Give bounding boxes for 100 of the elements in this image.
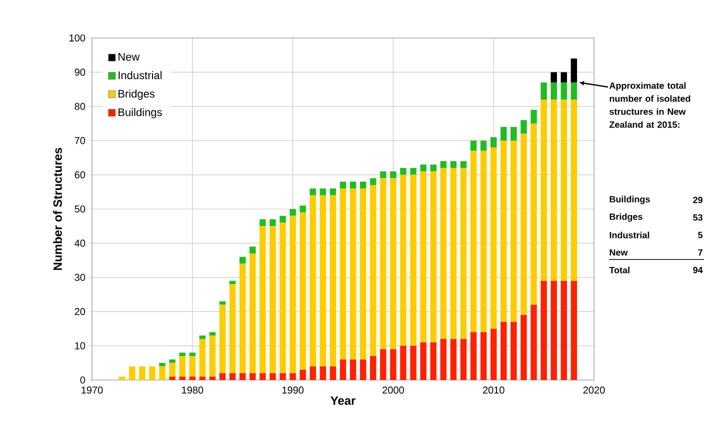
bar — [500, 322, 507, 380]
bar — [260, 219, 266, 226]
bar — [500, 126, 507, 141]
bar — [470, 332, 477, 380]
bar — [560, 100, 567, 281]
bar — [550, 280, 557, 380]
text: Buildings — [610, 196, 650, 204]
text: Total — [609, 266, 630, 274]
text: 5 — [698, 232, 703, 238]
bar — [270, 219, 276, 226]
bar — [400, 174, 406, 346]
bar — [280, 373, 286, 380]
bar — [450, 168, 457, 339]
bar — [350, 182, 356, 188]
bar — [219, 373, 226, 380]
bar — [169, 362, 176, 377]
bar — [570, 58, 578, 82]
bar — [350, 359, 356, 380]
bar — [159, 362, 166, 366]
bar — [530, 304, 537, 380]
bar — [450, 338, 457, 380]
y-tick-label: 30 — [74, 274, 86, 281]
bar — [390, 171, 396, 178]
bar — [300, 206, 306, 212]
bar — [440, 168, 447, 339]
bar — [360, 182, 366, 188]
bar — [260, 226, 266, 374]
bar — [370, 178, 376, 186]
y-tick-label: 40 — [74, 240, 86, 247]
bar — [540, 280, 547, 380]
bar — [179, 352, 186, 356]
bar — [179, 356, 186, 377]
y-tick-label: 50 — [74, 205, 86, 213]
bar — [480, 150, 487, 332]
bar — [490, 147, 497, 329]
bar — [550, 72, 557, 82]
text: Approximate total number of isolated structures in New Zealand at 2015: — [609, 82, 690, 128]
y-tick-label: 100 — [70, 34, 86, 42]
bar — [540, 100, 547, 281]
bar — [179, 376, 186, 380]
y-tick-label: 70 — [74, 137, 86, 144]
bar — [250, 253, 256, 374]
bar — [490, 137, 497, 148]
bar — [290, 216, 296, 374]
bar — [159, 366, 166, 380]
x-axis-title: Year — [330, 396, 356, 405]
bar — [129, 366, 136, 380]
bar — [460, 161, 467, 168]
bar — [500, 140, 507, 322]
bar — [229, 284, 236, 374]
bar — [250, 246, 256, 254]
bar — [360, 188, 366, 360]
bar — [440, 338, 447, 380]
bar — [430, 342, 436, 380]
text: Bridges — [610, 213, 642, 222]
bar — [520, 120, 527, 134]
bar — [410, 174, 416, 346]
bar — [560, 82, 567, 100]
bar — [250, 373, 256, 380]
bar — [310, 188, 316, 196]
bar — [510, 126, 517, 141]
bar — [420, 342, 426, 380]
text: New — [610, 249, 628, 256]
bar — [320, 366, 326, 380]
bar — [530, 110, 537, 124]
bar — [280, 216, 286, 223]
bar — [460, 338, 467, 380]
bar — [570, 100, 578, 281]
bar — [560, 280, 567, 380]
bar — [370, 356, 376, 380]
bar — [470, 140, 477, 151]
bar — [280, 222, 286, 374]
bar — [390, 178, 396, 350]
bar — [460, 168, 467, 339]
bar — [570, 280, 578, 380]
bar — [530, 123, 537, 305]
bar — [219, 304, 226, 374]
bar — [430, 171, 436, 342]
x-tick-label: 1990 — [282, 386, 304, 394]
text: 53 — [693, 214, 702, 221]
bar — [540, 82, 547, 100]
bar — [169, 359, 176, 363]
bar — [239, 256, 246, 264]
legend-label: Industrial — [118, 71, 162, 80]
bar — [410, 168, 416, 175]
bar — [330, 195, 336, 366]
bar — [470, 150, 477, 332]
bar — [510, 140, 517, 322]
y-tick-label: 20 — [74, 308, 86, 316]
bar — [239, 264, 246, 374]
bar — [270, 226, 276, 374]
bar — [239, 373, 246, 380]
bar — [320, 195, 326, 366]
bar — [219, 301, 226, 305]
bar — [490, 328, 497, 380]
y-tick-label: 60 — [74, 171, 86, 178]
x-tick-label: 2020 — [583, 386, 605, 394]
bar — [380, 178, 386, 350]
x-tick-label: 2000 — [382, 386, 404, 394]
text: 7 — [698, 249, 702, 256]
